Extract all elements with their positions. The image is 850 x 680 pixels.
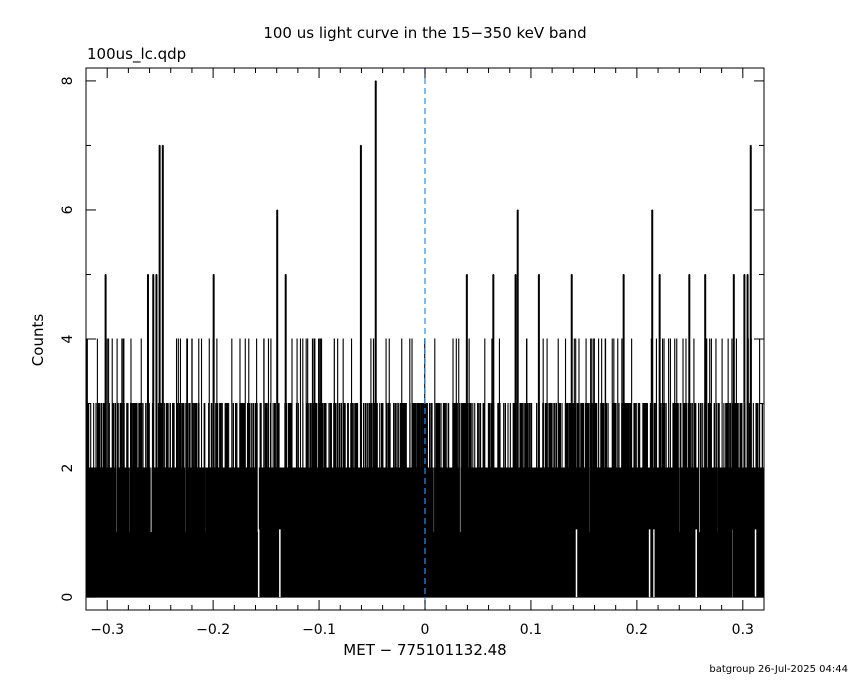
x-tick-label: 0.3 <box>732 622 754 638</box>
x-tick-label: −0.3 <box>90 622 124 638</box>
y-tick-label: 6 <box>60 205 76 214</box>
x-tick-label: 0.2 <box>626 622 648 638</box>
bars-layer <box>85 80 765 598</box>
footer-text: batgroup 26-Jul-2025 04:44 <box>709 664 848 675</box>
axes-layer: −0.3 −0.2 −0.1 0 0.1 0.2 0.3 0 2 4 6 8 <box>60 67 765 638</box>
y-tick-label: 4 <box>60 334 76 343</box>
chart-subtitle: 100us_lc.qdp <box>87 45 186 64</box>
x-tick-label: −0.2 <box>196 622 230 638</box>
x-axis-label: MET − 775101132.48 <box>343 641 506 659</box>
y-tick-label: 2 <box>60 464 76 473</box>
x-tick-label: 0.1 <box>520 622 542 638</box>
y-axis-label: Counts <box>29 314 47 367</box>
y-tick-label: 0 <box>60 593 76 602</box>
chart-title: 100 us light curve in the 15−350 keV ban… <box>263 24 586 42</box>
x-tick-label: 0 <box>421 622 430 638</box>
y-tick-label: 8 <box>60 76 76 85</box>
x-tick-label: −0.1 <box>302 622 336 638</box>
